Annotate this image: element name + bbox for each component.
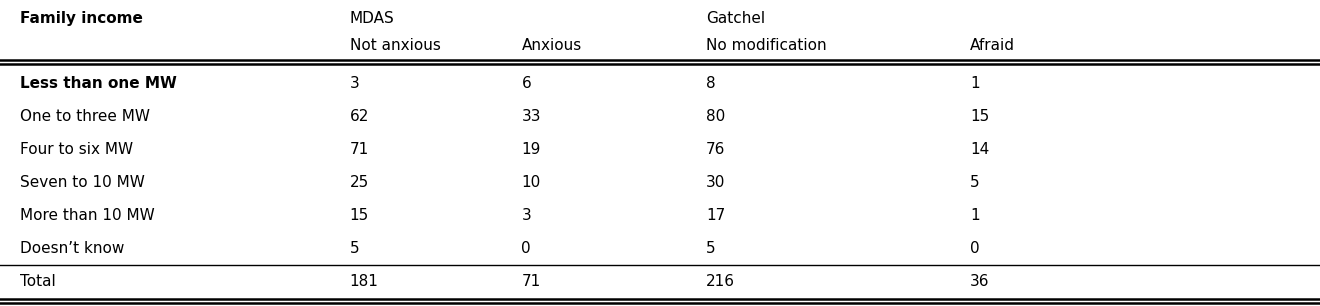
Text: 3: 3: [521, 208, 531, 223]
Text: 8: 8: [706, 76, 715, 91]
Text: 62: 62: [350, 109, 370, 124]
Text: Seven to 10 MW: Seven to 10 MW: [20, 175, 145, 190]
Text: 19: 19: [521, 142, 541, 157]
Text: 216: 216: [706, 274, 735, 289]
Text: 36: 36: [970, 274, 990, 289]
Text: Four to six MW: Four to six MW: [20, 142, 133, 157]
Text: 3: 3: [350, 76, 359, 91]
Text: 15: 15: [350, 208, 370, 223]
Text: MDAS: MDAS: [350, 11, 395, 26]
Text: 10: 10: [521, 175, 541, 190]
Text: 181: 181: [350, 274, 379, 289]
Text: Afraid: Afraid: [970, 39, 1015, 54]
Text: 15: 15: [970, 109, 990, 124]
Text: 5: 5: [706, 241, 715, 256]
Text: Doesn’t know: Doesn’t know: [20, 241, 124, 256]
Text: 0: 0: [521, 241, 531, 256]
Text: Anxious: Anxious: [521, 39, 582, 54]
Text: 5: 5: [970, 175, 979, 190]
Text: Less than one MW: Less than one MW: [20, 76, 177, 91]
Text: 0: 0: [970, 241, 979, 256]
Text: 6: 6: [521, 76, 531, 91]
Text: 1: 1: [970, 208, 979, 223]
Text: Total: Total: [20, 274, 55, 289]
Text: Family income: Family income: [20, 11, 143, 26]
Text: 25: 25: [350, 175, 370, 190]
Text: 76: 76: [706, 142, 726, 157]
Text: 80: 80: [706, 109, 726, 124]
Text: 30: 30: [706, 175, 726, 190]
Text: 33: 33: [521, 109, 541, 124]
Text: 71: 71: [350, 142, 370, 157]
Text: 5: 5: [350, 241, 359, 256]
Text: 1: 1: [970, 76, 979, 91]
Text: One to three MW: One to three MW: [20, 109, 149, 124]
Text: More than 10 MW: More than 10 MW: [20, 208, 154, 223]
Text: 17: 17: [706, 208, 726, 223]
Text: 14: 14: [970, 142, 990, 157]
Text: Not anxious: Not anxious: [350, 39, 441, 54]
Text: Gatchel: Gatchel: [706, 11, 766, 26]
Text: No modification: No modification: [706, 39, 826, 54]
Text: 71: 71: [521, 274, 541, 289]
